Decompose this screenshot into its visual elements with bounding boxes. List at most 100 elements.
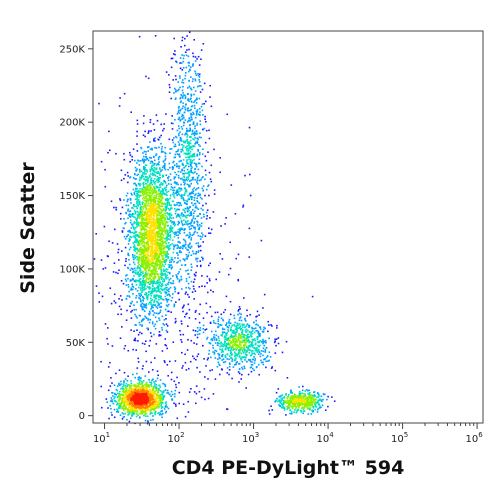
event-dot — [144, 190, 147, 193]
event-dot — [140, 391, 143, 394]
event-dot — [155, 407, 157, 409]
event-dot — [284, 401, 286, 403]
event-dot — [134, 248, 137, 251]
event-dot — [167, 257, 169, 259]
event-dot — [233, 348, 235, 351]
event-dot — [144, 219, 146, 221]
event-dot — [170, 228, 172, 230]
event-dot — [233, 324, 235, 326]
event-dot — [233, 335, 236, 337]
event-dot — [127, 234, 129, 236]
event-dot — [245, 331, 247, 333]
event-dot — [148, 184, 150, 186]
event-dot — [205, 365, 207, 367]
event-dot — [138, 267, 140, 269]
event-dot — [165, 236, 168, 239]
event-dot — [139, 297, 141, 300]
event-dot — [128, 296, 131, 298]
event-dot — [238, 349, 241, 351]
event-dot — [156, 259, 158, 261]
event-dot — [134, 190, 137, 193]
event-dot — [138, 297, 140, 299]
event-dot — [222, 361, 225, 363]
event-dot — [143, 155, 145, 158]
event-dot — [252, 350, 254, 352]
event-dot — [143, 281, 145, 284]
event-dot — [150, 282, 152, 284]
event-dot — [138, 398, 140, 401]
event-dot — [259, 355, 262, 358]
event-dot — [145, 187, 148, 189]
event-dot — [260, 361, 263, 364]
event-dot — [231, 345, 233, 348]
event-dot — [179, 259, 181, 262]
event-dot — [258, 341, 261, 344]
event-dot — [135, 413, 138, 415]
event-dot — [254, 358, 256, 360]
event-dot — [133, 222, 135, 225]
event-dot — [132, 255, 134, 258]
event-dot — [152, 222, 155, 225]
event-dot — [139, 178, 141, 181]
event-dot — [165, 233, 167, 235]
event-dot — [157, 254, 160, 256]
event-dot — [317, 396, 320, 398]
event-dot — [123, 400, 126, 402]
event-dot — [217, 335, 220, 338]
event-dot — [230, 334, 232, 336]
event-dot — [311, 400, 314, 403]
event-dot — [151, 280, 154, 282]
event-dot — [148, 227, 151, 229]
event-dot — [138, 383, 140, 386]
event-dot — [141, 383, 144, 386]
event-dot — [153, 296, 155, 299]
event-dot — [228, 365, 231, 368]
event-dot — [314, 395, 316, 397]
event-dot — [155, 153, 158, 155]
event-dot — [118, 269, 120, 271]
event-dot — [294, 400, 297, 402]
event-dot — [160, 267, 162, 270]
event-dot — [130, 231, 132, 234]
event-dot — [169, 173, 172, 175]
event-dot — [128, 391, 131, 394]
event-dot — [136, 290, 139, 292]
event-dot — [240, 337, 243, 340]
event-dot — [219, 364, 221, 366]
event-dot — [243, 334, 246, 336]
event-dot — [238, 355, 241, 357]
event-dot — [139, 407, 142, 409]
event-dot — [140, 243, 143, 245]
event-dot — [268, 413, 271, 415]
event-dot — [141, 203, 144, 205]
event-dot — [121, 418, 124, 420]
event-dot — [167, 276, 169, 279]
event-dot — [296, 401, 298, 403]
event-dot — [246, 337, 248, 339]
event-dot — [133, 408, 136, 410]
event-dot — [250, 370, 253, 373]
event-dot — [152, 237, 154, 240]
event-dot — [246, 315, 248, 317]
event-dot — [162, 395, 164, 398]
event-dot — [154, 146, 156, 149]
event-dot — [121, 397, 124, 400]
event-dot — [230, 348, 233, 350]
event-dot — [224, 338, 226, 341]
event-dot — [284, 400, 286, 402]
event-dot — [262, 307, 264, 309]
event-dot — [139, 394, 141, 396]
event-dot — [173, 145, 175, 148]
event-dot — [158, 414, 161, 416]
event-dot — [159, 296, 162, 299]
event-dot — [131, 309, 133, 312]
event-dot — [145, 389, 147, 391]
event-dot — [136, 201, 138, 203]
event-dot — [135, 403, 138, 405]
event-dot — [154, 323, 157, 326]
event-dot — [214, 357, 217, 359]
event-dot — [163, 395, 166, 397]
event-dot — [170, 183, 173, 186]
event-dot — [129, 221, 132, 224]
event-dot — [142, 300, 144, 302]
